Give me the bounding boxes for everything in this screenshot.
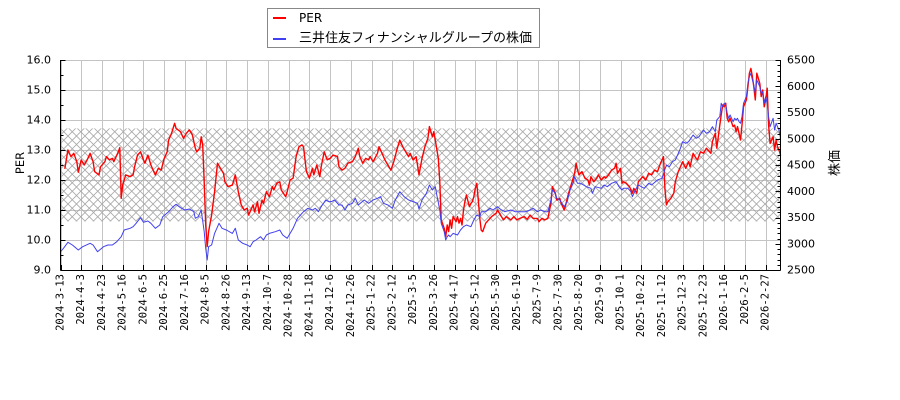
x-tick-label: 2025-9-9	[594, 274, 606, 325]
x-tick-label: 2025-12-23	[698, 274, 710, 337]
legend-label-price: 三井住友フィナンシャルグループの株価	[299, 31, 532, 46]
legend-label-per: PER	[299, 11, 323, 25]
x-tick-label: 2025-7-9	[532, 274, 544, 325]
x-tick-label: 2024-11-18	[303, 274, 315, 337]
x-tick-label: 2024-8-26	[220, 274, 232, 331]
x-tick-label: 2026-2-5	[739, 274, 751, 325]
x-tick-label: 2024-12-26	[345, 274, 357, 337]
right-y-tick-label: 5000	[787, 132, 815, 145]
series-line-per	[64, 67, 782, 248]
x-tick-label: 2024-6-5	[138, 274, 150, 325]
x-tick-label: 2026-2-27	[760, 274, 772, 331]
x-tick-label: 2024-3-13	[55, 274, 67, 331]
x-tick-label: 2024-7-16	[179, 274, 191, 331]
left-y-tick-label: 12.0	[27, 174, 52, 187]
x-tick-label: 2025-3-26	[428, 274, 440, 331]
legend-item-price: 三井住友フィナンシャルグループの株価	[268, 30, 539, 48]
right-y-tick-label: 5500	[787, 106, 815, 119]
x-tick-label: 2025-8-20	[573, 274, 585, 331]
x-tick-label: 2025-5-30	[490, 274, 502, 331]
x-tick-label: 2024-9-13	[241, 274, 253, 331]
left-y-tick-label: 14.0	[27, 114, 52, 127]
x-tick-label: 2025-10-1	[615, 274, 627, 331]
right-y-tick-label: 3500	[787, 211, 815, 224]
x-tick-label: 2024-5-16	[117, 274, 129, 331]
x-tick-label: 2026-1-16	[718, 274, 730, 331]
right-y-tick-label: 6000	[787, 80, 815, 93]
legend: PER 三井住友フィナンシャルグループの株価	[267, 8, 540, 48]
x-tick-label: 2025-7-30	[552, 274, 564, 331]
x-tick-label: 2024-10-28	[283, 274, 295, 337]
x-tick-label: 2024-6-25	[158, 274, 170, 331]
right-y-tick-label: 6500	[787, 54, 815, 67]
left-y-tick-label: 13.0	[27, 144, 52, 157]
left-y-tick-label: 15.0	[27, 84, 52, 97]
right-y-tick-label: 4500	[787, 159, 815, 172]
legend-swatch-price	[273, 38, 286, 40]
left-y-tick-label: 9.0	[34, 264, 52, 277]
x-tick-label: 2024-8-5	[200, 274, 212, 325]
x-tick-label: 2025-11-12	[656, 274, 668, 337]
x-tick-label: 2024-10-7	[262, 274, 274, 331]
x-tick-label: 2025-12-3	[677, 274, 689, 331]
x-tick-label: 2025-1-22	[366, 274, 378, 331]
right-y-tick-label: 3000	[787, 237, 815, 250]
right-axis-label: 株価	[828, 150, 843, 177]
x-tick-label: 2024-12-6	[324, 274, 336, 331]
x-tick-label: 2025-5-12	[469, 274, 481, 331]
left-y-tick-label: 10.0	[27, 234, 52, 247]
series-line-price	[60, 72, 781, 261]
x-tick-label: 2025-6-19	[511, 274, 523, 331]
data-series	[60, 67, 782, 261]
right-y-tick-label: 2500	[787, 264, 815, 277]
x-tick-label: 2025-3-5	[407, 274, 419, 325]
legend-item-per: PER	[268, 9, 539, 27]
left-y-tick-label: 16.0	[27, 54, 52, 67]
x-tick-label: 2025-2-12	[386, 274, 398, 331]
right-y-tick-label: 4000	[787, 185, 815, 198]
axis-ticks	[60, 60, 781, 271]
right-y-tick-labels: 2500 3000 3500 4000 4500 5000 5500 6000 6500	[787, 54, 815, 277]
x-tick-label: 2024-4-23	[96, 274, 108, 331]
x-tick-label: 2025-4-17	[449, 274, 461, 331]
x-tick-label: 2025-10-22	[635, 274, 647, 337]
x-tick-label: 2024-4-3	[75, 274, 87, 325]
legend-swatch-per	[273, 17, 286, 19]
left-axis-label: PER	[13, 151, 27, 175]
left-y-tick-labels: 9.0 10.0 11.0 12.0 13.0 14.0 15.0 16.0	[27, 54, 52, 277]
left-y-tick-label: 11.0	[27, 204, 52, 217]
x-tick-labels: 2024-3-13 2024-4-3 2024-4-23 2024-5-16 2024-…	[55, 274, 772, 337]
